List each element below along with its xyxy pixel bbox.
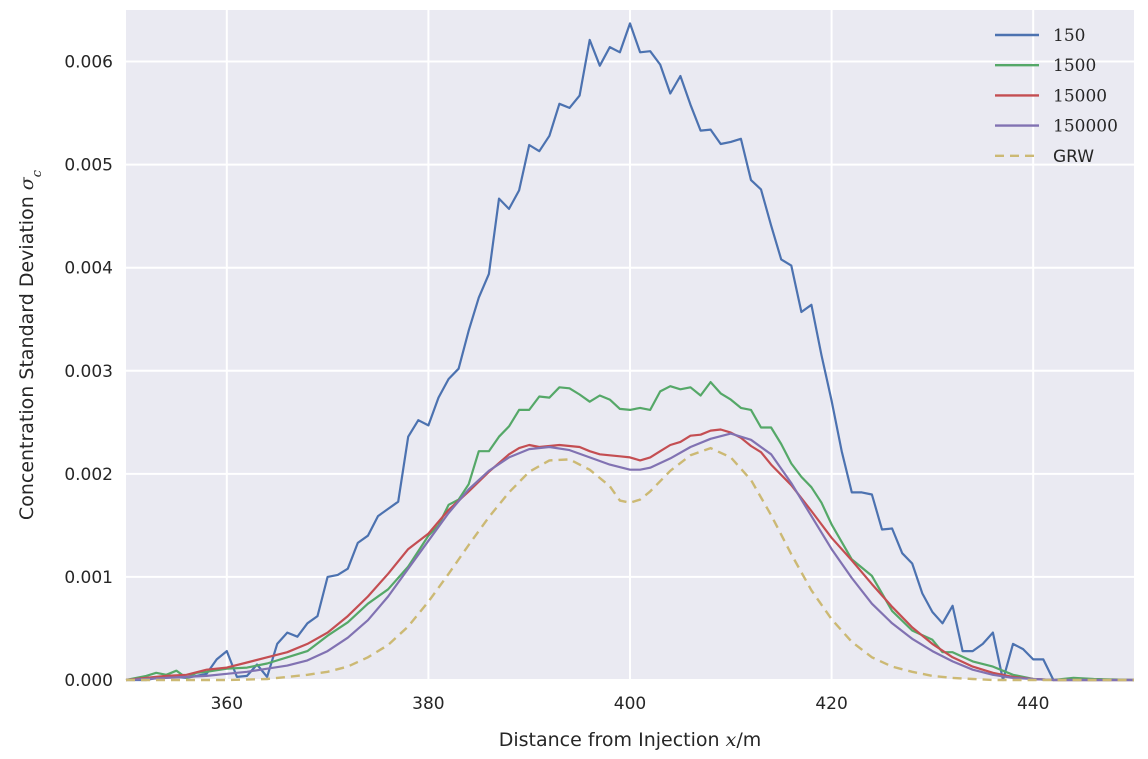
y-tick-label: 0.000: [64, 671, 113, 691]
legend-label-grw: GRW: [1053, 147, 1094, 167]
y-tick-label: 0.001: [64, 568, 113, 588]
series-lines: [125, 22, 1135, 682]
y-axis-label-variable: σ: [16, 176, 38, 190]
series-line-1500: [125, 381, 1135, 682]
series-line-150000: [125, 432, 1134, 682]
x-tick-label: 420: [815, 694, 847, 714]
y-tick-label: 0.002: [64, 465, 113, 485]
x-axis-label-text: Distance from Injection: [499, 729, 726, 751]
x-axis-label-variable: x: [726, 729, 737, 751]
y-tick-label: 0.004: [64, 259, 113, 279]
y-tick-labels: 0.000 0.001 0.002 0.003 0.004 0.005 0.006: [64, 53, 113, 691]
x-axis-label: Distance from Injection x/m: [499, 729, 762, 751]
x-tick-label: 440: [1017, 694, 1049, 714]
x-tick-label: 360: [211, 694, 243, 714]
y-axis-label-text: Concentration Standard Deviation: [16, 190, 38, 520]
legend: 150 1500 15000 150000 GRW: [995, 26, 1118, 167]
y-tick-label: 0.005: [64, 156, 113, 176]
grid: [126, 10, 1134, 681]
x-tick-label: 380: [412, 694, 444, 714]
series-line-150: [126, 22, 1134, 682]
legend-label-15000: 15000: [1053, 86, 1107, 106]
legend-label-150: 150: [1053, 26, 1085, 46]
y-axis-label-subscript: c: [30, 169, 45, 177]
series-line-grw: [126, 446, 1134, 682]
y-tick-label: 0.003: [64, 362, 113, 382]
x-tick-labels: 360 380 400 420 440: [211, 694, 1050, 714]
y-tick-label: 0.006: [64, 53, 113, 73]
legend-label-150000: 150000: [1053, 117, 1118, 137]
series-line-15000: [125, 428, 1134, 682]
x-axis-label-unit: /m: [736, 729, 761, 751]
legend-label-1500: 1500: [1053, 56, 1096, 76]
y-axis-label: Concentration Standard Deviation σc: [16, 169, 45, 520]
x-tick-label: 400: [614, 694, 646, 714]
